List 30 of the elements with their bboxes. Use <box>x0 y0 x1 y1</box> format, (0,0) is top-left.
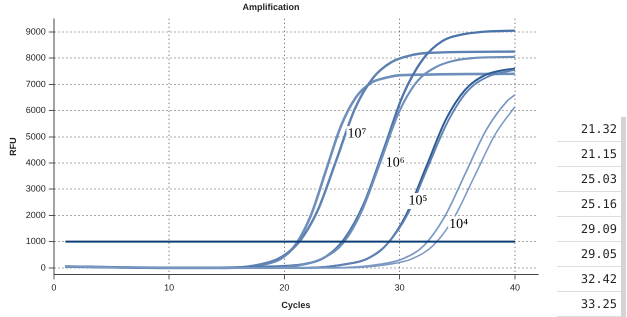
y-tick-label: 5000 <box>26 131 46 142</box>
y-tick-label: 8000 <box>26 52 46 63</box>
text: 21.32 <box>557 117 624 142</box>
text: 29.09 <box>557 216 624 242</box>
x-tick-label: 30 <box>394 282 405 292</box>
annotation: 10⁴ <box>449 217 468 232</box>
y-tick-label: 6000 <box>26 105 46 116</box>
x-tick-label: 40 <box>510 282 520 292</box>
x-tick-label: 20 <box>279 282 290 292</box>
y-tick-label: 3000 <box>26 184 46 194</box>
text: 29.05 <box>557 242 624 266</box>
y-axis-title: RFU <box>8 137 18 156</box>
text: 33.25 <box>557 292 624 316</box>
x-tick-label: 10 <box>164 282 174 292</box>
y-tick-label: 4000 <box>26 157 46 168</box>
x-tick-label: 0 <box>51 282 56 292</box>
text: 32.42 <box>557 266 624 292</box>
y-tick-label: 2000 <box>26 210 46 220</box>
x-axis-title: Cycles <box>281 300 310 310</box>
y-tick-label: 7000 <box>26 78 46 89</box>
text: 25.16 <box>557 192 624 216</box>
y-tick-label: 0 <box>40 262 46 272</box>
annotation: 10⁷ <box>347 126 366 142</box>
text: 25.03 <box>557 166 624 192</box>
chart-title: Amplification <box>242 2 300 12</box>
y-tick-label: 1000 <box>26 236 46 246</box>
annotation: 10⁶ <box>386 156 405 171</box>
y-tick-label: 9000 <box>26 26 46 36</box>
text: 21.15 <box>557 142 624 166</box>
annotation: 10⁵ <box>408 194 428 209</box>
